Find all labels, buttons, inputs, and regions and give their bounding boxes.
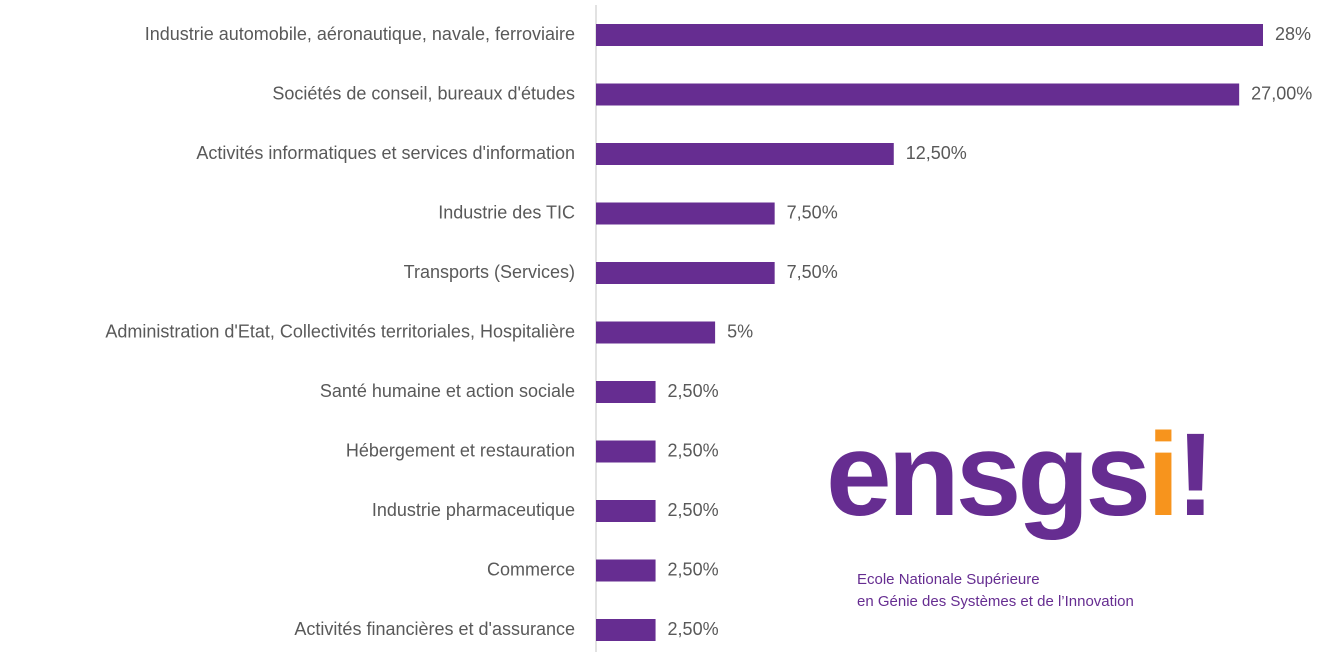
bar [596, 321, 716, 344]
bar [596, 83, 1240, 106]
logo-part: i [1147, 409, 1176, 541]
category-label: Transports (Services) [404, 262, 575, 282]
data-label: 2,50% [668, 500, 719, 520]
bar [596, 440, 656, 463]
bar [596, 143, 894, 165]
category-label: Sociétés de conseil, bureaux d'études [272, 83, 575, 103]
data-label: 12,50% [906, 143, 967, 163]
category-label: Industrie automobile, aéronautique, nava… [145, 24, 575, 44]
data-label: 27,00% [1251, 83, 1312, 103]
logo-part: ensgs [826, 409, 1147, 541]
bar [596, 500, 656, 522]
data-label: 2,50% [668, 381, 719, 401]
bar [596, 559, 656, 582]
data-label: 7,50% [787, 262, 838, 282]
logo-tagline: en Génie des Systèmes et de l’Innovation [857, 593, 1134, 610]
data-label: 2,50% [668, 619, 719, 639]
bar [596, 619, 656, 641]
category-label: Activités informatiques et services d'in… [196, 143, 575, 163]
data-label: 2,50% [668, 559, 719, 579]
category-label: Hébergement et restauration [346, 440, 575, 460]
logo-part: ! [1176, 409, 1211, 541]
data-label: 2,50% [668, 440, 719, 460]
bar [596, 202, 775, 225]
logo-wordmark: ensgsi! [826, 409, 1211, 541]
bar [596, 24, 1263, 46]
category-label: Administration d'Etat, Collectivités ter… [105, 321, 575, 341]
data-label: 7,50% [787, 202, 838, 222]
category-label: Santé humaine et action sociale [320, 381, 575, 401]
bar [596, 262, 775, 284]
logo-tagline: Ecole Nationale Supérieure [857, 571, 1040, 588]
category-label: Industrie pharmaceutique [372, 500, 575, 520]
bar [596, 381, 656, 403]
category-label: Commerce [487, 559, 575, 579]
data-label: 28% [1275, 24, 1311, 44]
data-label: 5% [727, 321, 753, 341]
category-label: Activités financières et d'assurance [294, 619, 575, 639]
category-label: Industrie des TIC [438, 202, 575, 222]
